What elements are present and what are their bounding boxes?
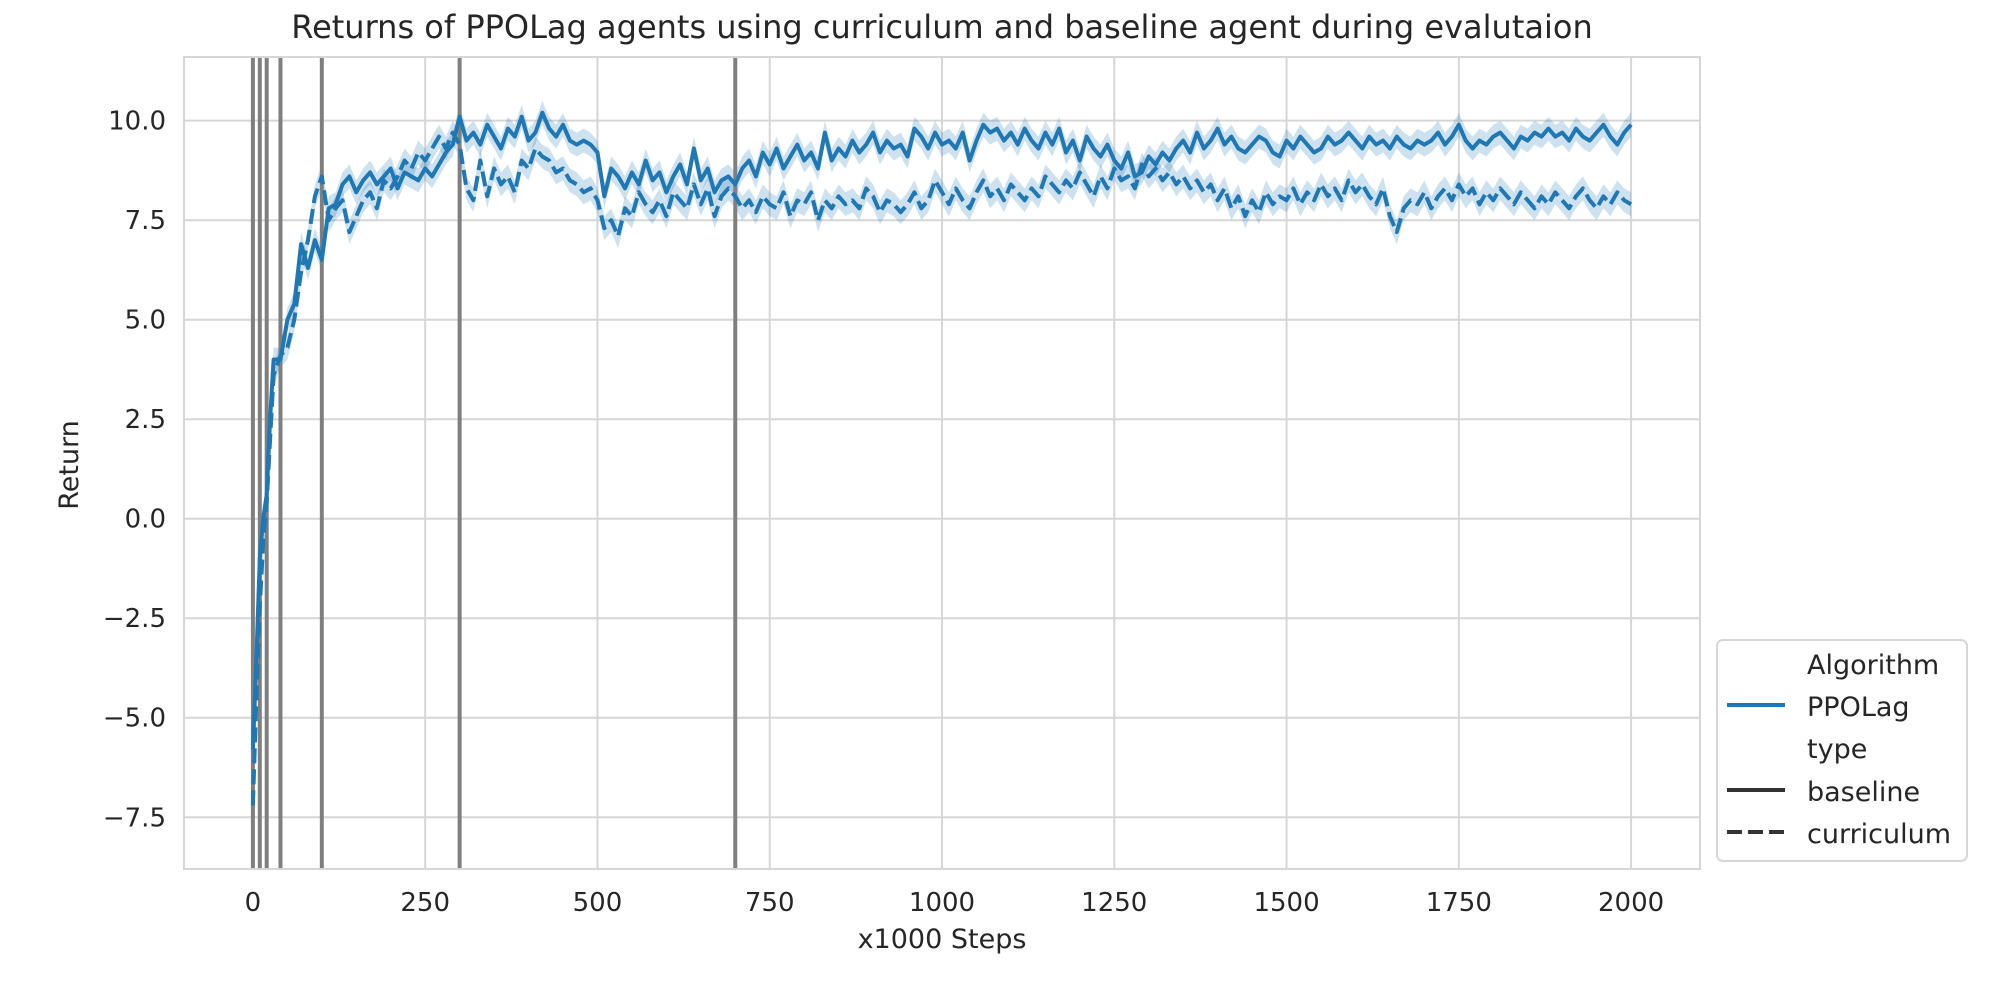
y-tick-label: −7.5 bbox=[103, 803, 166, 833]
x-axis-label: x1000 Steps bbox=[858, 924, 1027, 955]
chart-title: Returns of PPOLag agents using curriculu… bbox=[291, 8, 1592, 46]
y-tick-label: 5.0 bbox=[125, 306, 166, 336]
legend-box bbox=[1716, 639, 1968, 862]
legend-header-type: type bbox=[1807, 734, 1867, 765]
y-axis-label: Return bbox=[54, 420, 85, 510]
x-tick-label: 1250 bbox=[1081, 888, 1147, 918]
curriculum-line bbox=[250, 130, 1633, 806]
x-tick-label: 750 bbox=[745, 888, 795, 918]
legend: Algorithm PPOLag type baseline curriculu… bbox=[1716, 639, 1968, 862]
y-tick-label: −2.5 bbox=[103, 604, 166, 634]
x-tick-labels: 0 250 500 750 1000 1250 1500 1750 2000 bbox=[245, 888, 1665, 918]
y-tick-label: −5.0 bbox=[103, 704, 166, 734]
legend-entry-curriculum: curriculum bbox=[1807, 819, 1951, 850]
legend-entry-baseline: baseline bbox=[1807, 777, 1920, 808]
y-tick-label: 10.0 bbox=[108, 107, 166, 137]
x-tick-label: 0 bbox=[245, 888, 262, 918]
baseline-line bbox=[250, 110, 1633, 750]
legend-entry-ppolag: PPOLag bbox=[1807, 692, 1910, 723]
y-tick-label: 2.5 bbox=[125, 405, 166, 435]
y-tick-label: 0.0 bbox=[125, 505, 166, 535]
x-tick-label: 2000 bbox=[1598, 888, 1664, 918]
x-tick-label: 500 bbox=[573, 888, 623, 918]
x-tick-label: 250 bbox=[400, 888, 450, 918]
curriculum-stage-lines bbox=[250, 57, 738, 869]
x-tick-label: 1750 bbox=[1426, 888, 1492, 918]
legend-header-algorithm: Algorithm bbox=[1807, 650, 1939, 681]
grid bbox=[184, 57, 1700, 869]
plot-frame bbox=[183, 56, 1701, 870]
y-tick-labels: −7.5 −5.0 −2.5 0.0 2.5 5.0 7.5 10.0 bbox=[103, 107, 166, 834]
x-tick-label: 1000 bbox=[909, 888, 975, 918]
y-tick-label: 7.5 bbox=[125, 206, 166, 236]
series-lines bbox=[250, 110, 1633, 806]
x-tick-label: 1500 bbox=[1253, 888, 1319, 918]
